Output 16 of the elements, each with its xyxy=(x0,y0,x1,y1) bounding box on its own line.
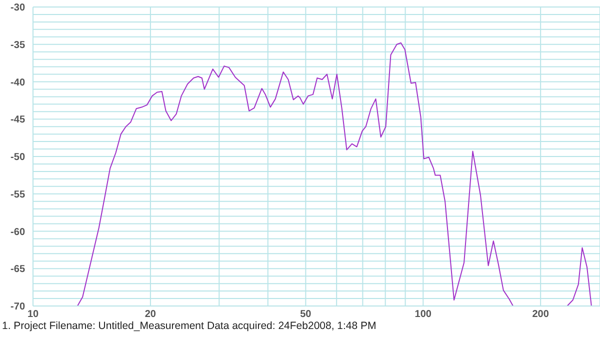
y-tick-label: -50 xyxy=(10,152,26,164)
x-tick-label: 20 xyxy=(144,309,156,320)
x-tick-label: 100 xyxy=(414,309,432,320)
y-tick-label: -45 xyxy=(10,114,26,126)
y-tick-label: -65 xyxy=(10,264,26,276)
x-tick-label: 10 xyxy=(27,309,39,320)
y-tick-label: -35 xyxy=(10,40,26,51)
text: Data acquired: 24Feb2008, 1:48 PM xyxy=(207,320,376,332)
x-tick-label: 50 xyxy=(300,309,312,320)
y-tick-label: -55 xyxy=(10,189,26,200)
y-tick-label: -30 xyxy=(10,2,26,14)
y-tick-label: -70 xyxy=(10,302,26,313)
y-tick-label: -60 xyxy=(10,226,26,238)
x-tick-label: 200 xyxy=(532,309,550,320)
y-tick-label: -40 xyxy=(10,77,26,88)
text: 1. Project Filename: Untitled_Measurement xyxy=(2,320,205,332)
